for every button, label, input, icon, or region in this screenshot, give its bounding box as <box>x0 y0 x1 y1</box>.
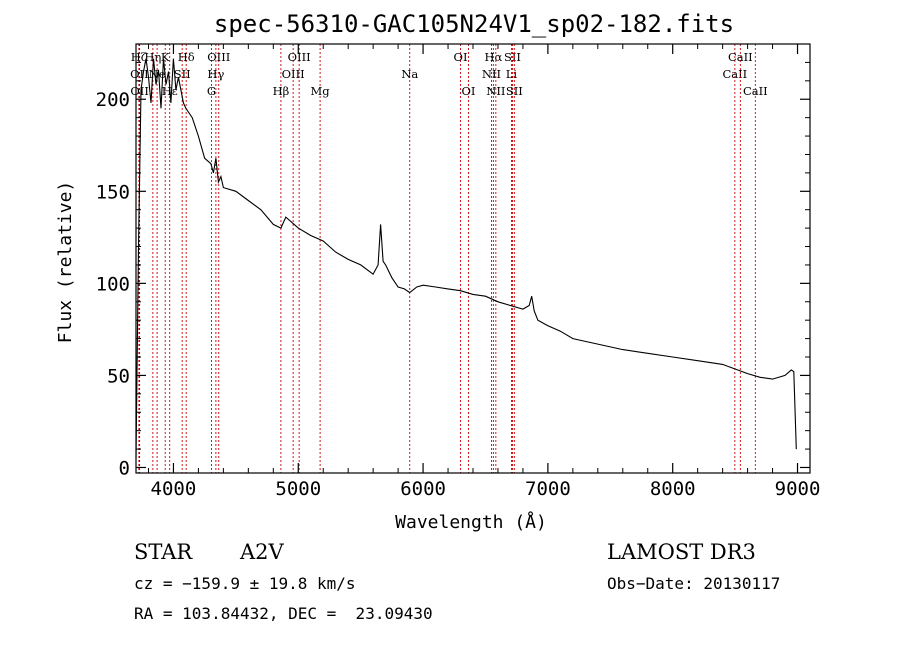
object-class: STAR <box>134 540 193 564</box>
observation-date: Obs−Date: 20130117 <box>607 574 781 593</box>
x-tick-label: 9000 <box>775 478 821 500</box>
line-label: CaII <box>743 84 768 98</box>
x-tick-label: 6000 <box>400 478 446 500</box>
line-label: SII <box>174 67 191 81</box>
y-tick-label: 150 <box>96 181 130 203</box>
line-label: Hδ <box>178 50 195 64</box>
line-label: Na <box>401 67 418 81</box>
line-label: OIII <box>288 50 311 64</box>
line-label: SII <box>504 50 521 64</box>
line-label: Mg <box>311 84 331 98</box>
spectrum-chart: spec-56310-GAC105N24V1_sp02-182.fits Hζ O… <box>55 10 821 533</box>
x-tick-label: 7000 <box>525 478 571 500</box>
x-axis-ticks: 4000 5000 6000 7000 8000 9000 <box>147 44 821 500</box>
y-axis-title: Flux (relative) <box>55 181 76 344</box>
flux-series-line <box>135 58 797 459</box>
line-label: Hγ <box>207 67 224 81</box>
object-subclass: A2V <box>240 540 284 564</box>
redshift-velocity: cz = −159.9 ± 19.8 km/s <box>134 574 356 593</box>
line-label: NII <box>486 84 505 98</box>
line-label: OI <box>462 84 476 98</box>
line-label: CaII <box>722 67 747 81</box>
line-label: K <box>161 50 170 64</box>
x-tick-label: 5000 <box>275 478 321 500</box>
line-label: OI <box>454 50 468 64</box>
line-label: Hβ <box>273 84 290 98</box>
plot-frame <box>135 43 811 474</box>
line-label: NII <box>482 67 501 81</box>
y-tick-label: 50 <box>107 365 130 387</box>
line-label: OIII <box>207 50 230 64</box>
survey-name: LAMOST DR3 <box>607 540 756 564</box>
line-label: CaII <box>728 50 753 64</box>
line-label: OIII <box>282 67 305 81</box>
line-label: Hζ <box>131 50 147 64</box>
plot-border <box>135 43 811 474</box>
y-tick-label: 200 <box>96 89 130 111</box>
y-axis-ticks: 0 50 100 150 200 <box>96 61 810 479</box>
x-tick-label: 4000 <box>151 478 197 500</box>
line-label: Li <box>506 67 518 81</box>
y-tick-label: 100 <box>96 273 130 295</box>
y-tick-label: 0 <box>119 457 130 479</box>
x-axis-title: Wavelength (Å) <box>395 511 547 533</box>
line-label: OII <box>130 84 149 98</box>
line-label: SII <box>506 84 523 98</box>
chart-title: spec-56310-GAC105N24V1_sp02-182.fits <box>214 10 734 38</box>
coordinates: RA = 103.84432, DEC = 23.09430 <box>134 604 433 623</box>
x-tick-label: 8000 <box>650 478 696 500</box>
line-label: Hα <box>484 50 502 64</box>
spectral-line-markers: HζOIIOIIHηNeKHεSIIHδGHγOIIIHβOIIIOIIIMgN… <box>130 44 768 473</box>
line-label: G <box>207 84 216 98</box>
